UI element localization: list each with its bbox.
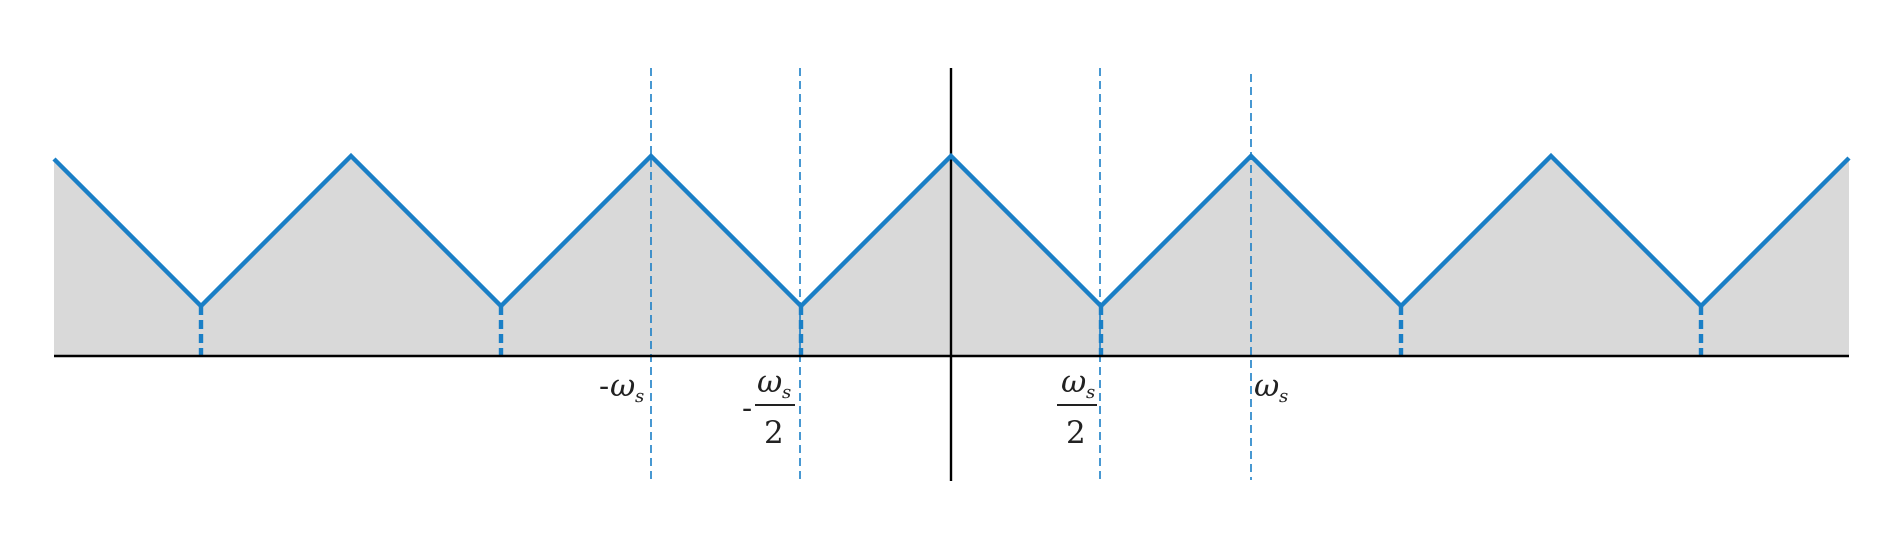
subscript-s: s (1279, 386, 1288, 407)
tick-label-ws: ω s (1254, 368, 1288, 407)
spectrum-curve (52, 152, 1851, 310)
neg-sign: - (599, 369, 609, 404)
tick-label-neg-half-ws: - ω s 2 (742, 364, 795, 451)
denominator: 2 (1066, 415, 1086, 451)
tick-label-neg-ws: - ω s (599, 368, 644, 407)
omega-symbol: ω (610, 368, 635, 404)
subscript-s: s (635, 386, 644, 407)
omega-symbol: ω (757, 364, 782, 400)
subscript-s: s (782, 382, 791, 403)
omega-symbol: ω (1061, 364, 1086, 400)
denominator: 2 (764, 415, 784, 451)
valley-drop-lines (198, 306, 1704, 356)
omega-symbol: ω (1254, 368, 1279, 404)
neg-sign: - (742, 391, 752, 426)
tick-label-half-ws: ω s 2 (1057, 364, 1097, 451)
subscript-s: s (1086, 382, 1095, 403)
